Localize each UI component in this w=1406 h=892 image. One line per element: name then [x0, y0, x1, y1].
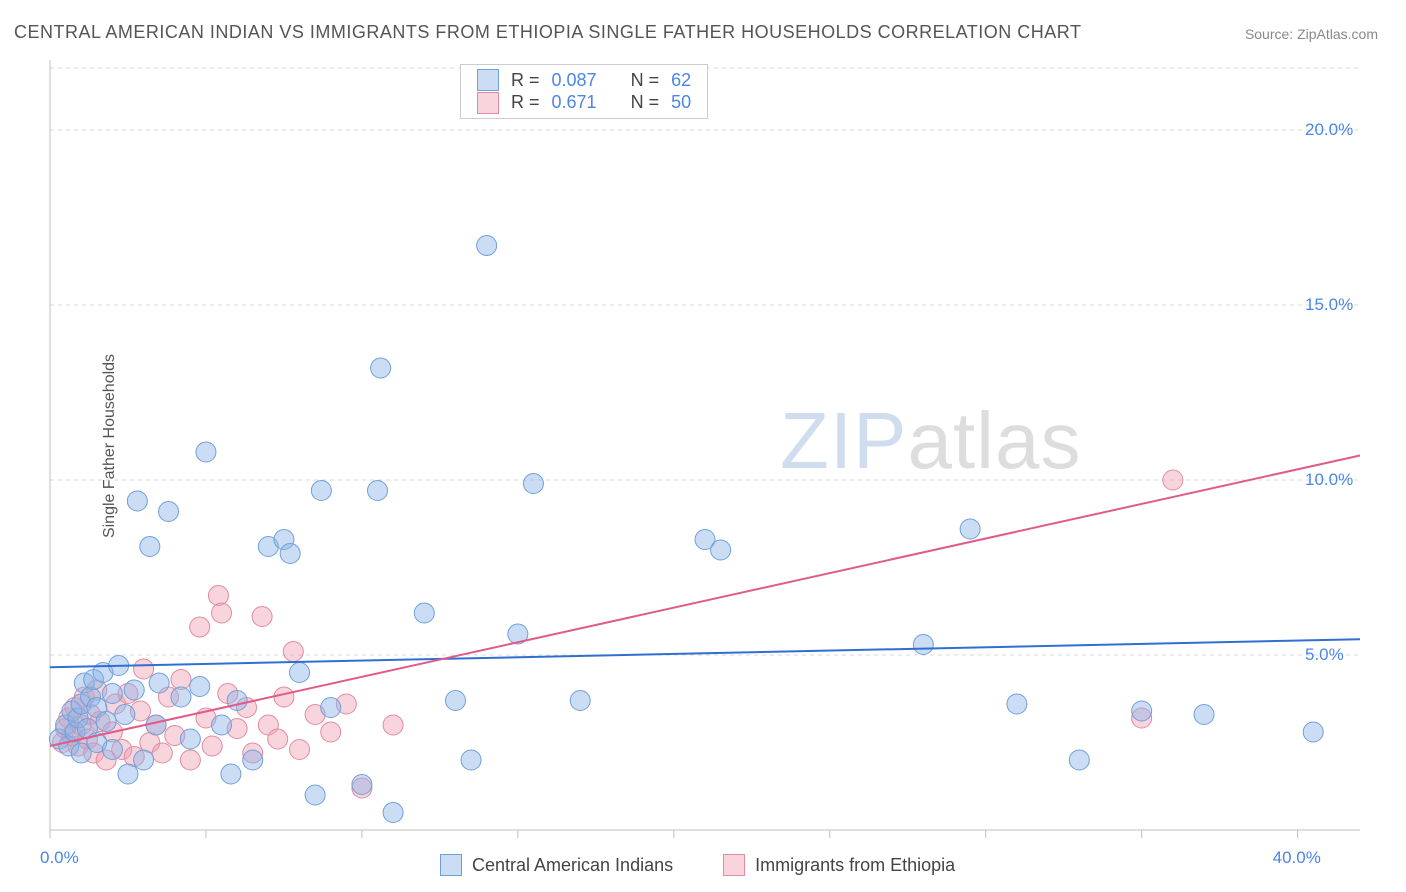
n-value-a: 62	[665, 69, 697, 91]
n-label-a: N =	[625, 69, 666, 91]
y-tick-label: 20.0%	[1305, 120, 1353, 140]
r-label-b: R =	[505, 91, 546, 113]
legend-swatch-b	[723, 854, 745, 876]
legend-row-series-a: R = 0.087 N = 62	[471, 69, 697, 91]
r-value-b: 0.671	[546, 91, 603, 113]
r-label-a: R =	[505, 69, 546, 91]
legend-label-b: Immigrants from Ethiopia	[755, 855, 955, 876]
legend-label-a: Central American Indians	[472, 855, 673, 876]
series-legend: Central American Indians Immigrants from…	[440, 854, 955, 876]
y-tick-label: 15.0%	[1305, 295, 1353, 315]
legend-row-series-b: R = 0.671 N = 50	[471, 91, 697, 113]
y-tick-label: 10.0%	[1305, 470, 1353, 490]
n-value-b: 50	[665, 91, 697, 113]
axes	[50, 60, 1360, 838]
swatch-series-b	[477, 92, 499, 114]
trend-lines	[50, 456, 1360, 747]
gridlines	[50, 68, 1360, 655]
r-value-a: 0.087	[546, 69, 603, 91]
swatch-series-a	[477, 69, 499, 91]
scatter-chart-svg	[0, 0, 1406, 892]
x-tick-label: 0.0%	[40, 848, 79, 868]
series-b-points	[52, 470, 1182, 798]
n-label-b: N =	[625, 91, 666, 113]
y-tick-label: 5.0%	[1305, 645, 1344, 665]
legend-swatch-a	[440, 854, 462, 876]
x-tick-label: 40.0%	[1273, 848, 1321, 868]
correlation-legend-box: R = 0.087 N = 62 R = 0.671 N = 50	[460, 64, 708, 119]
